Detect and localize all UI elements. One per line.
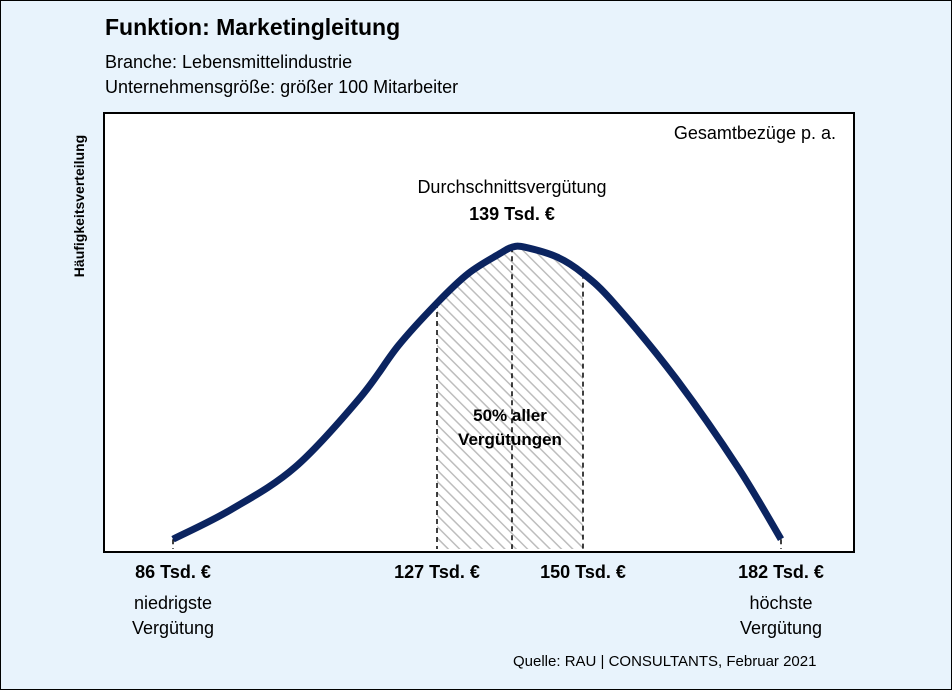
chart-title: Funktion: Marketingleitung <box>105 14 401 40</box>
tick-label-127: 127 Tsd. € <box>394 562 480 582</box>
source-note: Quelle: RAU | CONSULTANTS, Februar 2021 <box>513 653 817 670</box>
band-label-line-2: Vergütungen <box>458 430 562 449</box>
subtitle-company-size: Unternehmensgröße: größer 100 Mitarbeite… <box>105 77 459 97</box>
average-label: Durchschnittsvergütung <box>417 177 606 197</box>
band-50-percent-area <box>437 246 583 549</box>
corner-label: Gesamtbezüge p. a. <box>674 123 836 143</box>
tick-label-182: 182 Tsd. € <box>738 562 824 582</box>
distribution-curve <box>171 242 785 543</box>
tick-sublabel-86: niedrigste Vergütung <box>131 593 215 638</box>
subtitle-industry: Branche: Lebensmittelindustrie <box>105 52 353 72</box>
band-label-line-1: 50% aller <box>473 406 547 425</box>
average-value-label: 139 Tsd. € <box>469 204 555 224</box>
tick-label-86: 86 Tsd. € <box>135 562 211 582</box>
tick-sublabel-182: höchste Vergütung <box>739 593 823 638</box>
tick-label-150: 150 Tsd. € <box>540 562 626 582</box>
